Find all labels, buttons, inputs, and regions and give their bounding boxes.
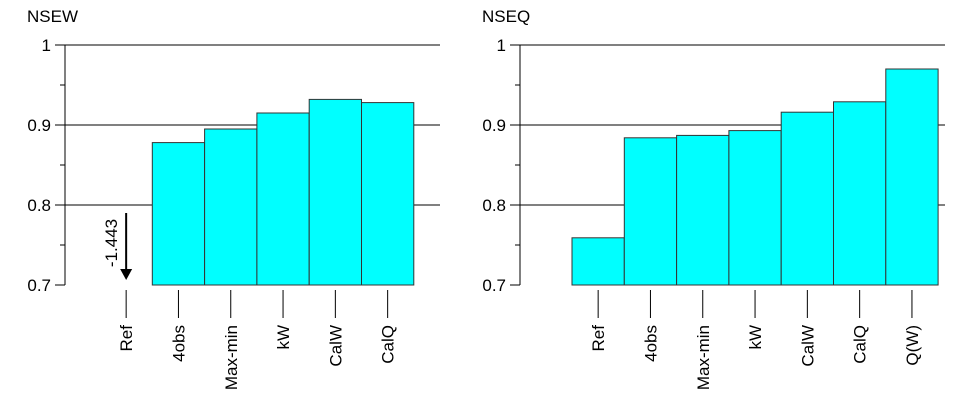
x-tick-label: CalQ (851, 325, 870, 364)
x-tick-label: Q(W) (903, 325, 922, 366)
x-tick-label: Max-min (694, 325, 713, 390)
chart-title: NSEW (27, 7, 78, 26)
chart-title: NSEQ (482, 7, 530, 26)
bar (308, 98, 363, 286)
y-tick-label: 0.7 (482, 276, 506, 295)
x-tick-label: kW (274, 325, 293, 350)
x-tick-label: kW (746, 325, 765, 350)
x-tick-label: Max-min (222, 325, 241, 390)
x-tick-label: CalQ (379, 325, 398, 364)
bar (361, 102, 415, 286)
bar (833, 101, 887, 286)
bar (676, 134, 730, 286)
arrow-head (120, 269, 133, 280)
bar (623, 137, 678, 286)
value-label: -1.443 (102, 219, 121, 267)
x-tick-label: 4obs (641, 325, 660, 362)
bar (204, 128, 258, 286)
y-tick-label: 0.9 (27, 116, 51, 135)
bar (885, 68, 939, 286)
y-tick-label: 0.7 (27, 276, 51, 295)
y-tick-label: 0.8 (482, 196, 506, 215)
x-tick-label: Ref (117, 325, 136, 352)
x-tick-label: CalW (326, 325, 345, 367)
bar (151, 142, 206, 286)
y-tick-label: 0.8 (27, 196, 51, 215)
y-tick-label: 1 (42, 36, 51, 55)
x-tick-label: Ref (589, 325, 608, 352)
x-tick-label: CalW (798, 325, 817, 367)
bar (780, 111, 835, 286)
y-tick-label: 0.9 (482, 116, 506, 135)
bar (571, 237, 625, 286)
x-tick-label: 4obs (169, 325, 188, 362)
bar (728, 130, 782, 286)
y-tick-label: 1 (497, 36, 506, 55)
bar (256, 112, 310, 286)
